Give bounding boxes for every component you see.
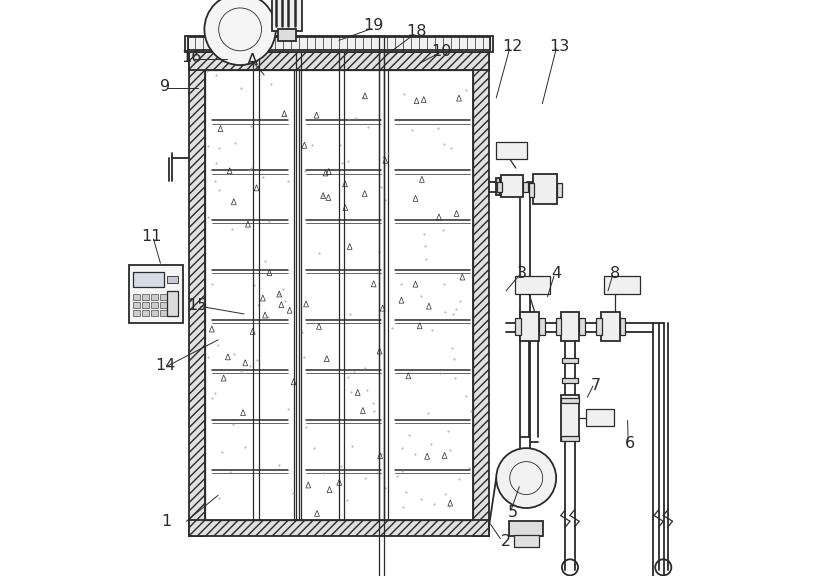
Bar <box>586 409 614 426</box>
Text: 1: 1 <box>161 514 171 529</box>
Text: 16: 16 <box>181 50 201 65</box>
Bar <box>509 521 543 536</box>
Circle shape <box>496 448 556 508</box>
Bar <box>151 310 158 316</box>
Bar <box>133 294 140 300</box>
Bar <box>557 183 562 197</box>
Bar <box>167 291 178 316</box>
Bar <box>151 302 158 308</box>
Bar <box>601 312 620 341</box>
Text: 12: 12 <box>502 39 523 54</box>
Text: A: A <box>247 53 258 68</box>
Bar <box>556 318 561 335</box>
Bar <box>160 302 168 308</box>
Text: 5: 5 <box>507 505 517 520</box>
Text: 18: 18 <box>406 24 427 39</box>
Bar <box>496 142 528 160</box>
Bar <box>604 275 640 294</box>
Bar <box>129 265 183 323</box>
Bar <box>133 302 140 308</box>
Bar <box>189 52 489 70</box>
Text: 9: 9 <box>160 79 170 94</box>
Text: 4: 4 <box>552 266 561 281</box>
Text: 7: 7 <box>590 378 600 393</box>
Bar <box>206 70 473 520</box>
Bar <box>533 174 557 204</box>
Text: 13: 13 <box>549 39 569 54</box>
Bar <box>539 318 545 335</box>
Bar <box>160 310 168 316</box>
Bar <box>496 178 500 195</box>
Text: 6: 6 <box>625 436 635 451</box>
Bar <box>142 302 149 308</box>
Bar <box>580 318 585 335</box>
Bar <box>151 294 158 300</box>
Bar <box>189 52 206 536</box>
Text: 8: 8 <box>611 266 621 281</box>
Text: 3: 3 <box>516 266 527 281</box>
Text: 11: 11 <box>141 229 162 244</box>
Bar <box>133 272 164 287</box>
Bar <box>160 294 168 300</box>
Bar <box>497 182 502 192</box>
Text: 10: 10 <box>431 44 451 59</box>
Text: 14: 14 <box>155 358 175 373</box>
Bar <box>133 310 140 316</box>
Bar <box>185 36 493 52</box>
Text: 15: 15 <box>187 298 208 313</box>
Bar <box>515 318 521 335</box>
Bar <box>620 318 626 335</box>
Text: 2: 2 <box>501 534 511 549</box>
Bar <box>520 312 539 341</box>
Text: 19: 19 <box>363 18 384 33</box>
Bar <box>514 535 539 547</box>
Circle shape <box>205 0 276 65</box>
Bar <box>515 275 551 294</box>
Bar <box>501 175 524 197</box>
Bar <box>561 435 579 441</box>
Bar <box>561 398 579 403</box>
Bar <box>561 395 579 441</box>
Bar <box>189 520 489 536</box>
Bar <box>596 318 602 335</box>
Bar <box>272 0 302 31</box>
Bar <box>142 294 149 300</box>
Bar <box>167 276 178 283</box>
Bar <box>562 358 578 363</box>
Bar <box>142 310 149 316</box>
Bar <box>187 37 491 50</box>
Bar <box>473 52 489 536</box>
Bar <box>561 312 580 341</box>
Bar <box>529 183 534 197</box>
Bar <box>562 378 578 383</box>
Bar <box>278 29 297 41</box>
Bar <box>524 182 528 192</box>
